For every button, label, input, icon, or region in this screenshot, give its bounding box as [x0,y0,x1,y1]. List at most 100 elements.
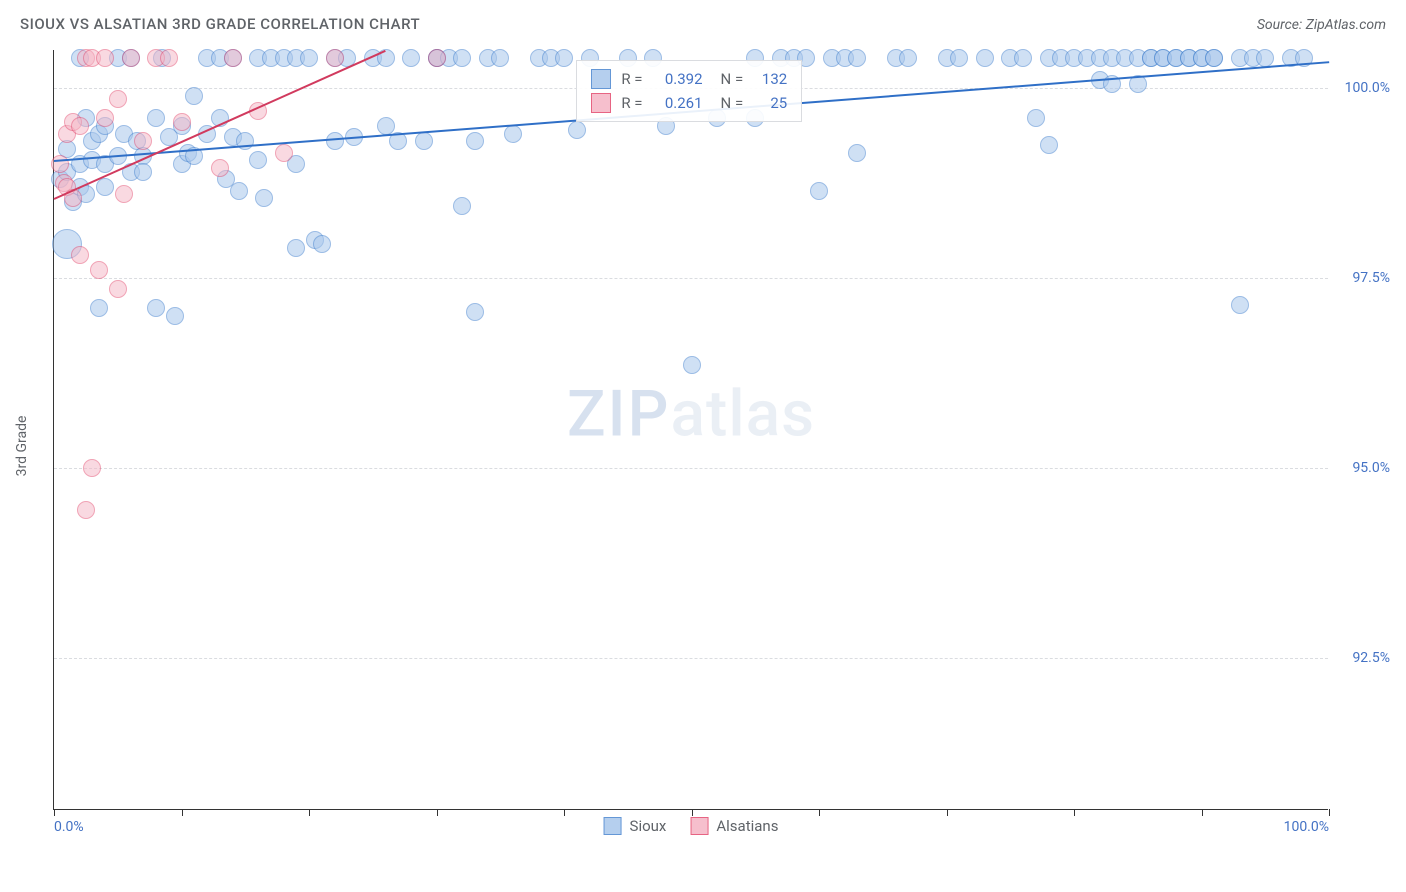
data-point [504,125,522,143]
watermark-suffix: atlas [671,377,816,452]
data-point [326,132,344,150]
data-point [402,49,420,67]
x-tick [564,809,565,816]
data-point [453,197,471,215]
chart-title: SIOUX VS ALSATIAN 3RD GRADE CORRELATION … [20,15,420,33]
x-tick [692,809,693,816]
data-point [90,261,108,279]
data-point [122,49,140,67]
data-point [230,182,248,200]
data-point [96,178,114,196]
data-point [415,132,433,150]
gridline [54,278,1328,279]
data-point [224,49,242,67]
gridline [54,658,1328,659]
x-tick [437,809,438,816]
data-point [185,87,203,105]
data-point [147,109,165,127]
data-point [255,189,273,207]
stat-value-n: 132 [753,70,787,88]
data-point [466,303,484,321]
data-point [848,144,866,162]
data-point [71,246,89,264]
legend-swatch [604,817,622,835]
data-point [313,235,331,253]
data-point [1014,49,1032,67]
stat-value-r: 0.392 [653,70,703,88]
data-point [428,49,446,67]
y-tick-label: 97.5% [1352,270,1390,286]
y-tick-label: 100.0% [1345,80,1390,96]
data-point [71,117,89,135]
stat-value-n: 25 [753,94,787,112]
data-point [683,356,701,374]
data-point [160,49,178,67]
data-point [1040,136,1058,154]
series-swatch [591,69,611,89]
data-point [453,49,471,67]
data-point [287,239,305,257]
stat-value-r: 0.261 [653,94,703,112]
data-point [466,132,484,150]
data-point [1256,49,1274,67]
data-point [134,132,152,150]
data-point [899,49,917,67]
legend-label: Sioux [630,817,667,835]
data-point [810,182,828,200]
x-tick [819,809,820,816]
data-point [300,49,318,67]
data-point [491,49,509,67]
y-tick-label: 95.0% [1352,460,1390,476]
data-point [377,117,395,135]
stat-label-r: R = [621,94,642,112]
data-point [96,49,114,67]
data-point [326,49,344,67]
stat-label-r: R = [621,70,642,88]
chart-plot-area: ZIPatlas 92.5%95.0%97.5%100.0%0.0%100.0%… [53,50,1328,810]
data-point [115,185,133,203]
data-point [173,113,191,131]
data-point [1027,109,1045,127]
gridline [54,468,1328,469]
data-point [275,144,293,162]
data-point [109,90,127,108]
data-point [134,163,152,181]
data-point [77,501,95,519]
bottom-legend: Sioux Alsatians [604,817,779,835]
data-point [568,121,586,139]
series-swatch [591,93,611,113]
data-point [1205,49,1223,67]
data-point [90,299,108,317]
y-axis-label: 3rd Grade [14,416,30,477]
data-point [211,159,229,177]
legend-item: Sioux [604,817,667,835]
stat-label-n: N = [721,70,744,88]
x-tick [54,809,55,816]
stats-row: R = 0.392 N = 132 [591,69,787,89]
stats-row: R =0.261N =25 [591,93,787,113]
x-tick [1202,809,1203,816]
watermark-prefix: ZIP [567,377,671,452]
data-point [51,155,69,173]
legend-swatch [690,817,708,835]
x-tick [1074,809,1075,816]
x-tick [1329,809,1330,816]
data-point [950,49,968,67]
x-tick [309,809,310,816]
data-point [976,49,994,67]
data-point [848,49,866,67]
x-tick-label: 0.0% [54,819,84,835]
data-point [96,109,114,127]
data-point [147,299,165,317]
data-point [555,49,573,67]
data-point [166,307,184,325]
x-tick-label: 100.0% [1284,819,1329,835]
y-tick-label: 92.5% [1352,650,1390,666]
data-point [249,151,267,169]
data-point [83,459,101,477]
stats-legend-box: R =0.392N =132R =0.261N =25 [576,60,802,122]
legend-label: Alsatians [716,817,778,835]
source-credit: Source: ZipAtlas.com [1257,17,1386,33]
x-tick [947,809,948,816]
x-tick [182,809,183,816]
